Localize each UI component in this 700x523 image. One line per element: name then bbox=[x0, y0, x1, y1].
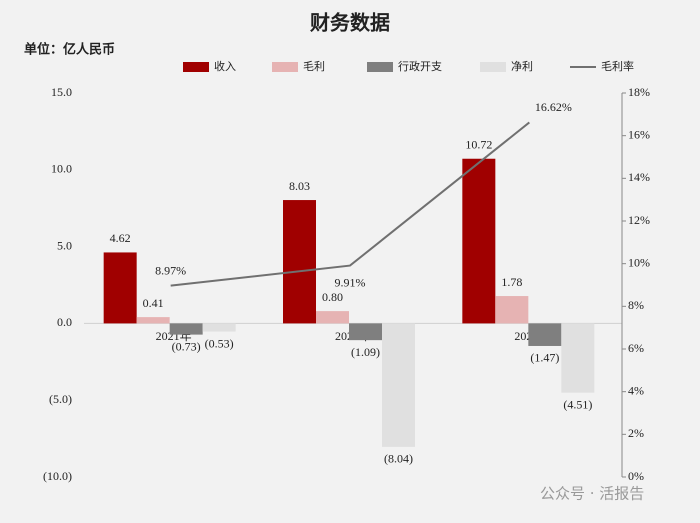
bar bbox=[283, 200, 316, 324]
y2-tick-label: 10% bbox=[628, 255, 650, 269]
value-label: 0.41 bbox=[143, 296, 164, 310]
value-label: (4.51) bbox=[563, 397, 592, 411]
value-label: (8.04) bbox=[384, 452, 413, 466]
value-label: 8.03 bbox=[289, 179, 310, 193]
y-tick-label: (5.0) bbox=[49, 392, 72, 406]
y2-tick-label: 0% bbox=[628, 469, 644, 483]
value-label: 1.78 bbox=[501, 275, 522, 289]
bar bbox=[462, 158, 496, 324]
value-label: 4.62 bbox=[110, 231, 131, 245]
bar bbox=[169, 323, 203, 335]
line-value-label: 9.91% bbox=[335, 275, 366, 289]
y2-tick-label: 4% bbox=[628, 383, 644, 397]
y-tick-label: 0.0 bbox=[57, 315, 72, 329]
y2-tick-label: 18% bbox=[628, 85, 650, 99]
y2-tick-label: 14% bbox=[628, 170, 650, 184]
value-label: 10.72 bbox=[465, 137, 492, 151]
y2-tick-label: 12% bbox=[628, 213, 650, 227]
bar bbox=[103, 252, 137, 324]
legend-swatch bbox=[183, 62, 209, 72]
y-tick-label: (10.0) bbox=[43, 469, 72, 483]
watermark: 公众号 · 活报告 bbox=[540, 485, 644, 503]
unit-label: 单位：亿人民币 bbox=[24, 42, 115, 58]
bar bbox=[202, 323, 236, 332]
line bbox=[170, 121, 530, 287]
legend-label: 毛利率 bbox=[601, 59, 634, 73]
y2-tick-label: 6% bbox=[628, 341, 644, 355]
legend-label: 毛利 bbox=[303, 60, 325, 73]
legend-swatch bbox=[480, 62, 506, 72]
y-tick-label: 10.0 bbox=[51, 162, 72, 176]
legend-label: 收入 bbox=[214, 59, 236, 73]
value-label: 0.80 bbox=[322, 290, 343, 304]
bar bbox=[382, 323, 415, 447]
y-tick-label: 5.0 bbox=[57, 238, 72, 252]
bar bbox=[136, 317, 170, 324]
bar bbox=[528, 323, 562, 346]
line-value-label: 8.97% bbox=[155, 263, 186, 277]
y-tick-label: 15.0 bbox=[51, 85, 72, 99]
y2-tick-label: 16% bbox=[628, 127, 650, 141]
bar bbox=[495, 296, 529, 324]
value-label: (1.47) bbox=[530, 351, 559, 365]
line-value-label: 16.62% bbox=[535, 100, 572, 114]
value-label: (1.09) bbox=[351, 345, 380, 359]
chart-title: 财务数据 bbox=[310, 11, 390, 35]
legend-swatch bbox=[272, 62, 298, 72]
bar bbox=[316, 311, 349, 324]
bar bbox=[561, 323, 595, 393]
value-label: (0.73) bbox=[172, 339, 201, 353]
legend-label: 行政开支 bbox=[398, 59, 442, 73]
legend-swatch bbox=[367, 62, 393, 72]
y2-tick-label: 2% bbox=[628, 426, 644, 440]
bar bbox=[349, 323, 382, 341]
legend-label: 净利 bbox=[511, 59, 533, 73]
value-label: (0.53) bbox=[205, 336, 234, 350]
y2-tick-label: 8% bbox=[628, 298, 644, 312]
